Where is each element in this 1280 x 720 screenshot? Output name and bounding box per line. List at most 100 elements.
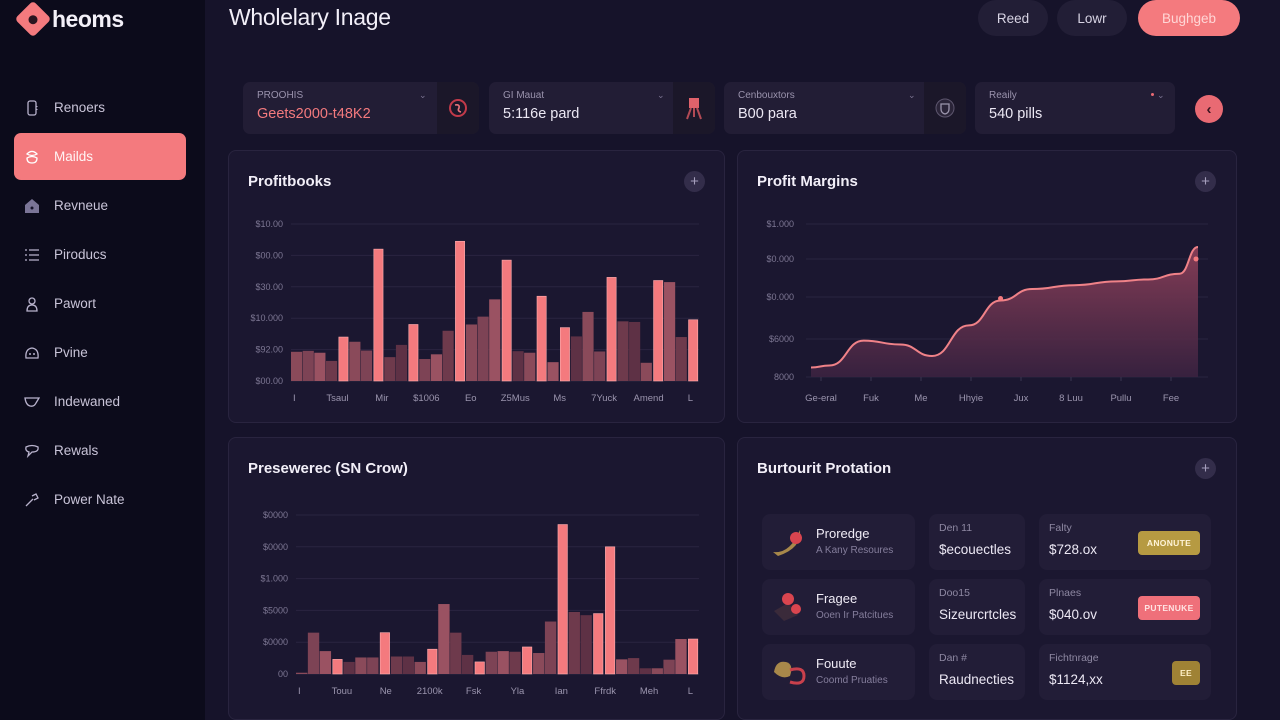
bar xyxy=(501,259,512,382)
sidebar-item-revneue[interactable]: Revneue xyxy=(14,182,186,229)
panel-profit-margins: Profit Margins + 8000 $6000 $0.000 $0.000 $1… xyxy=(737,150,1237,423)
protection-amount: Plnaes $040.ov PUTENUKE xyxy=(1039,579,1211,635)
protection-item[interactable]: Fragee Ooen Ir Patcitues xyxy=(762,579,915,635)
add-icon[interactable]: + xyxy=(1195,458,1216,479)
inbox-icon xyxy=(24,394,40,410)
bar xyxy=(688,638,699,675)
kpi-label: PROOHIS xyxy=(257,90,304,101)
panel-title: Profit Margins xyxy=(757,173,858,190)
bar xyxy=(291,351,303,381)
header-button-reed[interactable]: Reed xyxy=(978,0,1048,36)
status-pill-button[interactable]: EE xyxy=(1172,661,1200,685)
x-tick-label: Eo xyxy=(465,393,477,404)
protection-item[interactable]: Fouute Coomd Pruaties xyxy=(762,644,915,700)
amount-label: Fichtnrage xyxy=(1049,652,1099,664)
status-pill-button[interactable]: ANONUTE xyxy=(1138,531,1200,555)
x-tick-label: $1006 xyxy=(413,393,439,404)
protection-detail: Dan # Raudnecties xyxy=(929,644,1025,700)
sidebar-item-renoers[interactable]: Renoers xyxy=(14,84,186,131)
bar xyxy=(477,316,489,381)
logo[interactable]: heoms xyxy=(14,0,124,38)
bar xyxy=(580,615,592,674)
x-tick-label: Tsaul xyxy=(326,393,348,404)
sidebar-item-piroducs[interactable]: Piroducs xyxy=(14,231,186,278)
bar xyxy=(568,611,580,674)
x-tick-label: L xyxy=(688,686,693,697)
bar xyxy=(524,352,536,381)
y-tick-label: $0000 xyxy=(263,510,288,520)
x-tick-label: Jux xyxy=(1014,393,1029,404)
sidebar-item-pvine[interactable]: Pvine xyxy=(14,329,186,376)
kpi-card-proohis[interactable]: PROOHIS Geets2000-t48K2 ⌄ xyxy=(243,82,479,134)
sidebar-item-pawort[interactable]: Pawort xyxy=(14,280,186,327)
bar xyxy=(379,632,390,675)
bar xyxy=(465,324,478,381)
bar xyxy=(489,299,501,381)
bar xyxy=(373,248,384,382)
x-tick-label: Yla xyxy=(511,686,525,697)
page-title: Wholelary Inage xyxy=(229,4,391,30)
sidebar-item-label: Rewals xyxy=(54,443,99,458)
y-tick-label: $1.000 xyxy=(766,219,794,229)
bar xyxy=(395,344,408,381)
protection-amount: Fichtnrage $1124,xx EE xyxy=(1039,644,1211,700)
bar xyxy=(349,341,361,381)
bar xyxy=(544,621,557,674)
add-icon[interactable]: + xyxy=(684,171,705,192)
sidebar-item-mailds[interactable]: Mailds xyxy=(14,133,186,180)
kpi-card-reaily[interactable]: Reaily 540 pills ⌄ xyxy=(975,82,1175,134)
x-tick-label: Fuk xyxy=(863,393,879,404)
bar xyxy=(302,350,314,381)
profit-margins-area-chart: 8000 $6000 $0.000 $0.000 $1.000 Ge-eral Fuk Me H… xyxy=(766,219,1208,404)
bar xyxy=(332,659,343,675)
chevron-down-icon[interactable]: ⌄ xyxy=(419,90,427,100)
x-tick-label: Amend xyxy=(634,393,664,404)
kpi-card-cenbouxtors[interactable]: Cenbouxtors B00 para ⌄ xyxy=(724,82,966,134)
rose-icon xyxy=(437,82,479,134)
chevron-down-icon[interactable]: ⌄ xyxy=(1157,90,1165,100)
y-tick-label: 8000 xyxy=(774,372,794,382)
logo-text: heoms xyxy=(52,5,124,32)
bar xyxy=(639,668,652,674)
header-button-lowr[interactable]: Lowr xyxy=(1057,0,1127,36)
protection-detail: Den 11 $ecouectles xyxy=(929,514,1025,570)
protection-item[interactable]: Proredge A Kany Resoures xyxy=(762,514,915,570)
panel-title: Profitbooks xyxy=(248,173,332,190)
x-tick-label: Fsk xyxy=(466,686,482,697)
protection-item-name: Proredge xyxy=(816,526,870,541)
bar xyxy=(461,654,474,674)
sidebar-item-label: Mailds xyxy=(54,149,94,164)
x-tick-label: I xyxy=(293,393,296,404)
add-icon[interactable]: + xyxy=(1195,171,1216,192)
bar xyxy=(419,359,431,381)
sidebar-item-label: Pvine xyxy=(54,345,88,360)
status-pill-button[interactable]: PUTENUKE xyxy=(1138,596,1200,620)
kpi-card-gi-mauat[interactable]: GI Mauat 5:116e pard ⌄ xyxy=(489,82,715,134)
bar xyxy=(593,613,604,675)
y-tick-label: $0.000 xyxy=(766,254,794,264)
sidebar-item-indewaned[interactable]: Indewaned xyxy=(14,378,186,425)
chevron-down-icon[interactable]: ⌄ xyxy=(908,90,916,100)
device-icon xyxy=(24,99,40,116)
chevron-down-icon[interactable]: ⌄ xyxy=(657,90,665,100)
logo-icon xyxy=(14,0,52,38)
chevron-left-icon[interactable]: ‹ xyxy=(1195,95,1223,123)
x-tick-label: I xyxy=(298,686,301,697)
protection-item-subtitle: A Kany Resoures xyxy=(816,545,894,556)
bar xyxy=(594,351,606,381)
y-tick-label: 00 xyxy=(278,669,288,679)
sidebar: heoms Renoers Mailds Revneue Piroducs Pawort… xyxy=(0,0,205,720)
header-button-primary[interactable]: Bughgeb xyxy=(1138,0,1240,36)
bar xyxy=(338,336,349,382)
bar xyxy=(497,651,509,674)
kpi-value: B00 para xyxy=(738,106,797,122)
area-fill xyxy=(811,246,1198,377)
panel-preseweres: Presewerес (SN Crow) 00 $0000 $5000 $1.000 $… xyxy=(228,437,725,720)
sidebar-item-power-nate[interactable]: Power Nate xyxy=(14,476,186,523)
bar xyxy=(296,672,308,674)
tool-icon xyxy=(24,492,40,508)
x-tick-label: Pullu xyxy=(1110,393,1131,404)
sidebar-item-rewals[interactable]: Rewals xyxy=(14,427,186,474)
x-tick-label: Mir xyxy=(375,393,388,404)
sidebar-item-label: Piroducs xyxy=(54,247,107,262)
